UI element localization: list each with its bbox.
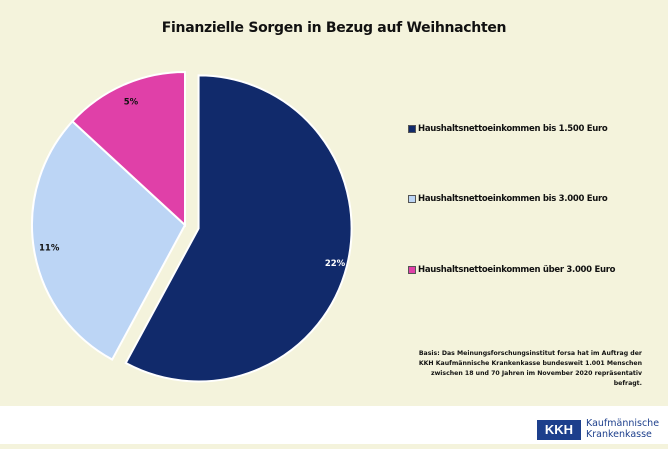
pie-slice <box>71 70 186 228</box>
legend-swatch <box>408 266 416 274</box>
pie-slice <box>124 74 353 383</box>
legend-item: Haushaltsnettoeinkommen bis 1.500 Euro <box>408 124 608 134</box>
legend-item: Haushaltsnettoeinkommen über 3.000 Euro <box>408 265 615 275</box>
legend-label: Haushaltsnettoeinkommen über 3.000 Euro <box>418 265 616 275</box>
legend-swatch <box>408 125 416 133</box>
pie-slice <box>31 119 187 361</box>
data-label: 11% <box>39 244 60 254</box>
source-note: Basis: Das Meinungsforschungsinstitut fo… <box>418 350 642 387</box>
chart-title: Finanzielle Sorgen in Bezug auf Weihnach… <box>161 20 507 36</box>
data-label: 22% <box>325 259 346 269</box>
logo-line2: Krankenkasse <box>586 429 652 440</box>
data-label: 5% <box>124 98 139 108</box>
kkh-logo-text: Kaufmännische Krankenkasse <box>586 418 659 440</box>
legend-swatch <box>408 195 416 203</box>
kkh-logo: KKH <box>537 420 581 440</box>
legend-label: Haushaltsnettoeinkommen bis 1.500 Euro <box>418 124 608 134</box>
logo-line1: Kaufmännische <box>586 418 660 429</box>
legend-item: Haushaltsnettoeinkommen bis 3.000 Euro <box>408 194 608 204</box>
bottom-strip <box>0 444 668 449</box>
legend-label: Haushaltsnettoeinkommen bis 3.000 Euro <box>418 194 608 204</box>
